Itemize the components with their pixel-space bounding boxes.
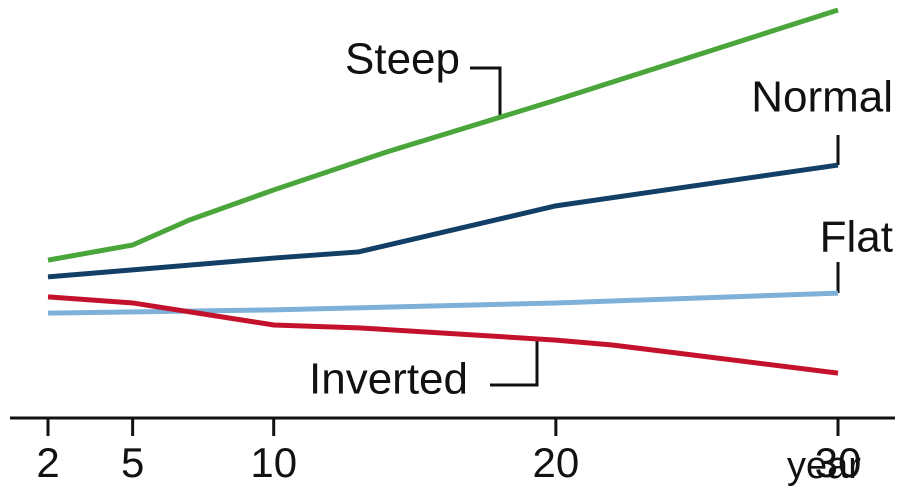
callouts (470, 66, 840, 387)
series-label: Inverted (309, 355, 468, 404)
series-label: Flat (820, 213, 893, 262)
series-label: Steep (345, 35, 460, 84)
callout-inverted (490, 340, 539, 387)
series-line (47, 290, 839, 316)
series-line (47, 7, 839, 263)
series-line (47, 162, 839, 280)
x-axis-unit: year (787, 445, 861, 487)
x-tick-label: 30 (815, 439, 862, 486)
series-label: Normal (751, 73, 893, 122)
series-line (47, 294, 839, 376)
x-tick-label: 2 (36, 439, 59, 486)
x-tick-label: 10 (250, 439, 297, 486)
callout-steep (470, 66, 502, 118)
x-tick-label: 5 (121, 439, 144, 486)
x-tick-label: 20 (532, 439, 579, 486)
